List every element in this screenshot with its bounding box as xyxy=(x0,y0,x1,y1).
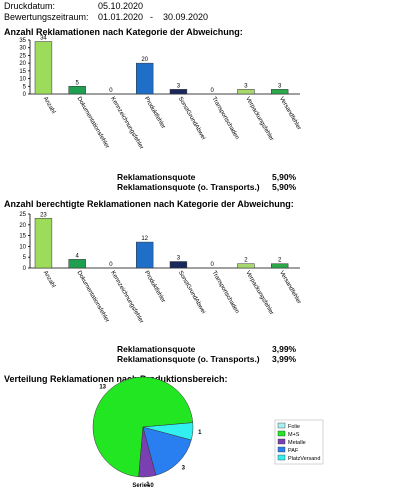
quote-label: Reklamationsquote (o. Transports.) xyxy=(117,182,260,192)
bar xyxy=(34,41,53,95)
series-name: Series0 xyxy=(132,483,154,489)
value-label: 2 xyxy=(244,258,248,264)
bar xyxy=(237,89,255,95)
y-tick-label: 25 xyxy=(19,53,26,59)
bar xyxy=(169,261,188,269)
slice-label: 1 xyxy=(146,482,150,488)
legend-label: Metalle xyxy=(288,440,306,446)
value-label: 5 xyxy=(76,80,80,86)
legend-box xyxy=(274,419,324,465)
category-label: Dokumentationsfehler xyxy=(75,270,109,324)
bar xyxy=(271,89,289,95)
chart-title: Anzahl berechtigte Reklamationen nach Ka… xyxy=(4,199,294,209)
period-from: 01.01.2020 xyxy=(98,12,143,22)
bar xyxy=(136,62,154,95)
y-tick-label: 10 xyxy=(19,244,26,250)
print-date: 05.10.2020 xyxy=(98,1,143,11)
quote-value: 5,90% xyxy=(272,172,297,182)
value-label: 12 xyxy=(141,236,148,242)
y-tick-label: 15 xyxy=(19,69,26,75)
category-label: Transportschaden xyxy=(210,270,239,315)
quote-label: Reklamationsquote (o. Transports.) xyxy=(117,354,260,364)
value-label: 4 xyxy=(76,253,80,259)
period-sep: - xyxy=(150,12,153,22)
y-tick-label: 30 xyxy=(19,46,26,52)
slice-label: 13 xyxy=(99,385,106,391)
quote-label: Reklamationsquote xyxy=(117,344,196,354)
category-label: Produktfehler xyxy=(143,96,166,130)
bar xyxy=(68,259,86,269)
y-tick-label: 0 xyxy=(23,266,27,272)
value-label: 3 xyxy=(177,256,181,262)
y-tick-label: 5 xyxy=(23,255,27,261)
category-label: Kennzeichnungsfehler xyxy=(109,96,144,150)
quote-value: 3,99% xyxy=(272,354,297,364)
bar xyxy=(169,89,188,95)
bar xyxy=(271,263,289,269)
chart-title: Verteilung Reklamationen nach Produktion… xyxy=(4,374,228,384)
value-label: 23 xyxy=(40,212,47,218)
category-label: SonstGrundAbwei xyxy=(177,96,206,141)
period-to: 30.09.2020 xyxy=(163,12,208,22)
y-tick-label: 10 xyxy=(19,77,26,83)
chart-title: Anzahl Reklamationen nach Kategorie der … xyxy=(4,27,243,37)
y-tick-label: 25 xyxy=(19,212,26,218)
pie-slice xyxy=(142,426,192,476)
legend-swatch xyxy=(277,430,286,437)
legend-swatch xyxy=(277,454,286,461)
legend-label: M+S xyxy=(288,432,300,438)
y-tick-label: 20 xyxy=(19,223,26,229)
quote-value: 3,99% xyxy=(272,344,297,354)
category-label: Anzahl xyxy=(42,96,56,115)
value-label: 0 xyxy=(109,262,113,268)
y-tick-label: 5 xyxy=(23,84,27,90)
value-label: 0 xyxy=(211,88,215,94)
quote-value: 5,90% xyxy=(272,182,297,192)
bar xyxy=(34,218,53,269)
print-label: Druckdatum: xyxy=(4,1,55,11)
value-label: 3 xyxy=(244,83,248,89)
bar xyxy=(136,241,154,269)
category-label: Dokumentationsfehler xyxy=(75,96,109,150)
category-label: SonstGrundAbwei xyxy=(177,270,206,315)
category-label: Versandfehler xyxy=(278,96,302,131)
legend-swatch xyxy=(277,422,286,429)
y-tick-label: 35 xyxy=(19,38,26,44)
value-label: 20 xyxy=(141,57,148,63)
category-label: Verpackungsfehler xyxy=(244,270,274,316)
value-label: 0 xyxy=(211,262,215,268)
pie-slice xyxy=(142,422,194,441)
category-label: Versandfehler xyxy=(278,270,302,305)
period-label: Bewertungszeitraum: xyxy=(4,12,89,22)
category-label: Verpackungsfehler xyxy=(244,96,274,142)
legend-swatch xyxy=(277,438,286,445)
bar xyxy=(237,263,255,269)
category-label: Kennzeichnungsfehler xyxy=(109,270,144,324)
value-label: 3 xyxy=(278,83,282,89)
category-label: Produktfehler xyxy=(143,270,166,304)
y-tick-label: 0 xyxy=(23,92,27,98)
quote-label: Reklamationsquote xyxy=(117,172,196,182)
legend-label: Folie xyxy=(288,424,300,430)
y-tick-label: 20 xyxy=(19,61,26,67)
slice-label: 1 xyxy=(198,430,202,436)
value-label: 3 xyxy=(177,83,181,89)
category-label: Transportschaden xyxy=(210,96,239,141)
category-label: Anzahl xyxy=(42,270,56,289)
value-label: 0 xyxy=(109,88,113,94)
value-label: 34 xyxy=(40,36,47,42)
y-tick-label: 15 xyxy=(19,234,26,240)
value-label: 2 xyxy=(278,258,282,264)
slice-label: 3 xyxy=(182,465,186,471)
bar xyxy=(68,86,86,95)
legend-swatch xyxy=(277,446,286,453)
legend-label: PlatzVersand xyxy=(288,456,320,462)
legend-label: PAF xyxy=(288,448,299,454)
